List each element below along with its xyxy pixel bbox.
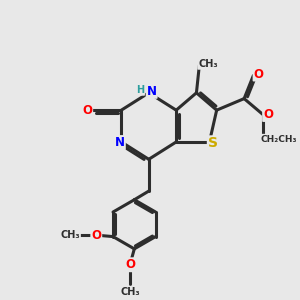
Text: CH₃: CH₃ [61, 230, 80, 240]
Text: N: N [147, 85, 157, 98]
Text: CH₃: CH₃ [198, 59, 218, 69]
Text: O: O [82, 104, 92, 117]
Text: H: H [136, 85, 144, 95]
Text: O: O [125, 258, 135, 271]
Text: S: S [208, 136, 218, 150]
Text: O: O [254, 68, 264, 80]
Text: O: O [91, 229, 101, 242]
Text: CH₂CH₃: CH₂CH₃ [260, 135, 297, 144]
Text: CH₃: CH₃ [120, 286, 140, 297]
Text: O: O [263, 108, 273, 121]
Text: N: N [115, 136, 125, 149]
